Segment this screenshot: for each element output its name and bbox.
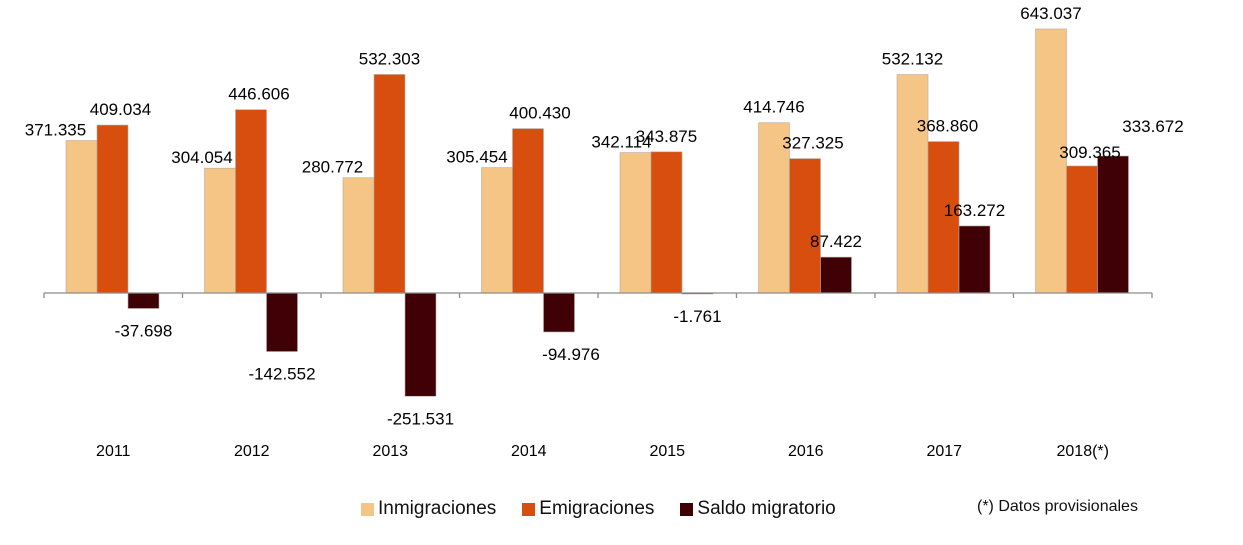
- legend-label-saldo: Saldo migratorio: [697, 498, 836, 519]
- data-label: 280.772: [302, 158, 363, 177]
- data-label: 409.034: [90, 100, 151, 119]
- footnote: (*) Datos provisionales: [977, 498, 1138, 515]
- data-label: 532.303: [359, 49, 420, 68]
- bar-inmigraciones-2012: [204, 167, 236, 294]
- legend: Inmigraciones Emigraciones Saldo migrato…: [361, 498, 862, 520]
- category-label: 2015: [649, 443, 685, 460]
- bar-saldo-migratorio-2012: [266, 292, 298, 352]
- legend-item-emigraciones: Emigraciones: [522, 498, 654, 520]
- bars-layer: [65, 28, 1129, 397]
- legend-item-saldo: Saldo migratorio: [680, 498, 836, 520]
- data-label: 163.272: [944, 201, 1005, 220]
- bar-saldo-migratorio-2013: [404, 292, 437, 397]
- data-label: 532.132: [882, 50, 943, 69]
- data-label: 309.365: [1059, 143, 1120, 162]
- data-label: -1.761: [673, 307, 721, 326]
- category-label: 2014: [511, 443, 547, 460]
- bar-emigraciones-2011: [96, 124, 129, 294]
- bar-emigraciones-2016: [789, 158, 821, 294]
- data-label: -37.698: [115, 321, 173, 340]
- data-label: 327.325: [782, 134, 843, 153]
- bar-inmigraciones-2013: [342, 177, 375, 294]
- data-label: 368.860: [917, 117, 978, 136]
- category-label: 2018(*): [1057, 443, 1109, 460]
- bar-emigraciones-2014: [512, 128, 544, 294]
- bar-inmigraciones-2015: [619, 152, 652, 294]
- data-label: 305.454: [446, 148, 507, 167]
- bar-emigraciones-2015: [650, 151, 683, 294]
- legend-swatch-inmigraciones: [361, 502, 374, 516]
- bar-inmigraciones-2014: [481, 167, 513, 294]
- bar-inmigraciones-2016: [758, 122, 790, 294]
- bar-inmigraciones-2011: [65, 140, 98, 294]
- data-label: 333.672: [1122, 117, 1183, 136]
- data-label: 343.875: [636, 127, 697, 146]
- legend-swatch-emigraciones: [522, 502, 536, 516]
- bar-saldo-migratorio-2014: [543, 292, 575, 333]
- category-labels-layer: 2011 2012 2013 2014 2015 2016 2017 2018(*): [96, 443, 1109, 460]
- x-axis: [43, 292, 1153, 298]
- bar-emigraciones-2013: [373, 74, 406, 294]
- data-label: 446.606: [228, 85, 289, 104]
- category-label: 2013: [372, 443, 408, 460]
- data-label: -94.976: [542, 345, 600, 364]
- data-label: 643.037: [1020, 4, 1081, 23]
- data-label: -142.552: [248, 365, 315, 384]
- bar-saldo-migratorio-2017: [958, 225, 991, 294]
- legend-item-inmigraciones: Inmigraciones: [361, 498, 496, 520]
- bar-saldo-migratorio-2018: [1097, 155, 1129, 294]
- legend-label-emigraciones: Emigraciones: [539, 498, 655, 519]
- category-label: 2012: [234, 443, 270, 460]
- data-label: 87.422: [810, 232, 862, 251]
- data-label: 414.746: [743, 98, 804, 117]
- data-label: 400.430: [509, 104, 570, 123]
- bar-emigraciones-2012: [235, 109, 267, 294]
- category-label: 2011: [96, 443, 131, 460]
- data-label: 371.335: [25, 121, 86, 140]
- data-label: -251.531: [387, 409, 454, 428]
- category-label: 2016: [788, 443, 824, 460]
- legend-label-inmigraciones: Inmigraciones: [378, 498, 497, 519]
- bar-inmigraciones-2018: [1035, 28, 1067, 294]
- bar-emigraciones-2018: [1066, 165, 1098, 294]
- data-label: 304.054: [171, 148, 232, 167]
- legend-swatch-saldo: [680, 502, 694, 516]
- bar-inmigraciones-2017: [896, 74, 929, 294]
- data-label: 342.114: [591, 133, 651, 152]
- category-label: 2017: [926, 443, 962, 460]
- bar-emigraciones-2017: [927, 141, 960, 294]
- bar-saldo-migratorio-2016: [820, 256, 852, 294]
- bar-saldo-migratorio-2011: [127, 292, 160, 309]
